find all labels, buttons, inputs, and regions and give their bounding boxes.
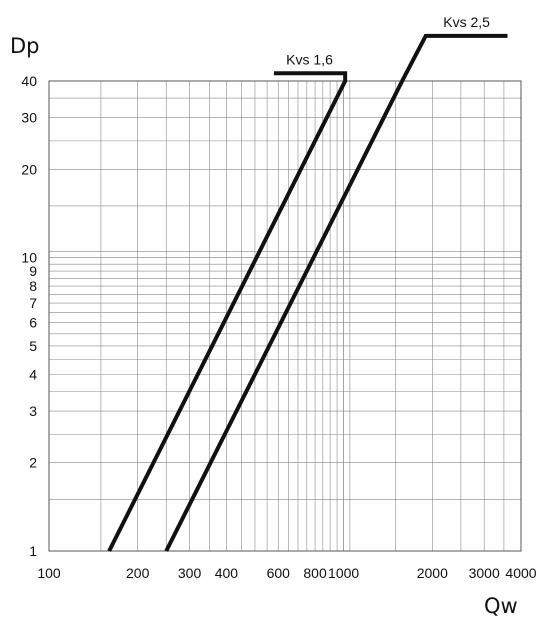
y-tick-label: 8 (29, 278, 37, 294)
series-line-1 (107, 71, 348, 552)
series-line-2 (164, 33, 508, 552)
y-tick-label: 6 (29, 315, 37, 331)
y-tick-label: 2 (29, 455, 37, 471)
y-tick-label: 30 (21, 110, 37, 126)
y-tick-label: 40 (21, 73, 37, 89)
x-tick-label: 3000 (469, 565, 500, 581)
y-tick-label: 4 (29, 366, 37, 382)
series-label-2: Kvs 2,5 (443, 14, 490, 30)
x-tick-label: 800 (303, 565, 327, 581)
x-axis-title: Qw (484, 594, 518, 618)
y-tick-label: 5 (29, 338, 37, 354)
x-tick-label: 600 (267, 565, 291, 581)
x-tick-label: 4000 (505, 565, 536, 581)
x-tick-label: 200 (126, 565, 150, 581)
x-tick-label: 1000 (328, 565, 359, 581)
series-group: Kvs 1,6 Kvs 2,5 (107, 14, 508, 552)
x-tick-labels: 100 200 300 400 600 800 1000 2000 3000 4000 (37, 565, 536, 581)
y-tick-label: 10 (21, 250, 37, 266)
x-tick-label: 100 (37, 565, 61, 581)
y-tick-label: 1 (29, 543, 37, 559)
y-axis-title: Dp (10, 34, 40, 58)
x-tick-label: 2000 (417, 565, 448, 581)
plot-frame (48, 80, 522, 552)
series-label-1: Kvs 1,6 (286, 51, 333, 67)
y-tick-label: 20 (21, 161, 37, 177)
y-tick-label: 9 (29, 263, 37, 279)
x-tick-label: 300 (178, 565, 202, 581)
y-tick-label: 7 (29, 295, 37, 311)
grid (48, 80, 522, 552)
y-tick-label: 3 (29, 403, 37, 419)
x-tick-label: 400 (215, 565, 239, 581)
